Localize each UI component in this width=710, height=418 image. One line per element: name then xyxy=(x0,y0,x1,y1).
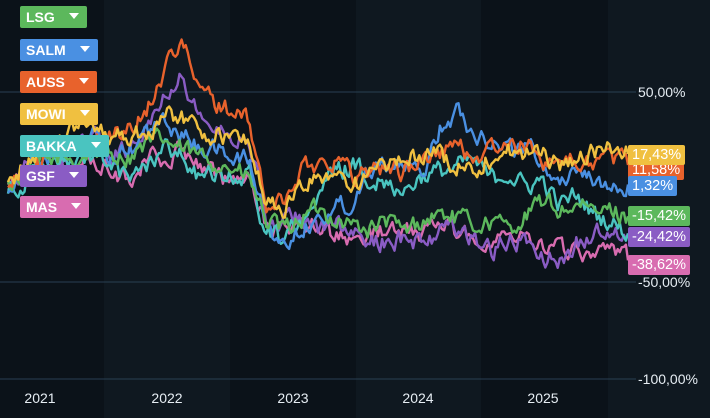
series-lines xyxy=(6,38,630,269)
x-tick-labels: 2021 2022 2023 2024 2025 xyxy=(24,390,558,406)
legend-label: LSG xyxy=(26,9,55,25)
legend-salm-button[interactable]: SALM xyxy=(20,39,98,61)
y-tick-labels: 50,00% -50,00% -100,00% xyxy=(638,84,698,387)
value-label-lsg: -15,42% xyxy=(628,206,691,226)
chevron-down-icon xyxy=(68,13,79,20)
x-tick-label: 2022 xyxy=(151,390,182,406)
value-label-text: -15,42% xyxy=(632,208,687,224)
legend-label: SALM xyxy=(26,42,66,58)
y-tick-label: -100,00% xyxy=(638,371,698,387)
year-band xyxy=(230,0,356,418)
chevron-down-icon xyxy=(90,142,101,149)
legend-auss-button[interactable]: AUSS xyxy=(20,71,97,93)
chevron-down-icon xyxy=(78,78,89,85)
gridlines xyxy=(0,91,636,380)
chevron-down-icon xyxy=(68,172,79,179)
x-tick-label: 2021 xyxy=(24,390,55,406)
value-label-mowi: 17,43% xyxy=(628,145,686,165)
legend-label: MOWI xyxy=(26,106,66,122)
legend-gsf-button[interactable]: GSF xyxy=(20,165,87,187)
y-tick-label: -50,00% xyxy=(638,274,690,290)
y-tick-label: 50,00% xyxy=(638,84,685,100)
legend-lsg-button[interactable]: LSG xyxy=(20,6,87,28)
series-line-mowi xyxy=(6,105,630,219)
x-tick-label: 2023 xyxy=(277,390,308,406)
legend-label: GSF xyxy=(26,168,55,184)
x-tick-label: 2025 xyxy=(527,390,558,406)
series-line-lsg xyxy=(6,127,630,239)
year-band xyxy=(104,0,230,418)
legend-label: BAKKA xyxy=(26,138,77,154)
legend-label: MAS xyxy=(26,199,58,215)
chevron-down-icon xyxy=(79,46,90,53)
value-label-text: -24,42% xyxy=(632,229,687,245)
legend-mowi-button[interactable]: MOWI xyxy=(20,103,98,125)
x-tick-label: 2024 xyxy=(402,390,433,406)
legend-label: AUSS xyxy=(26,74,65,90)
value-label-text: 17,43% xyxy=(632,147,682,163)
value-label-gsf: -24,42% xyxy=(628,227,691,247)
value-label-salm: 1,32% xyxy=(628,176,678,196)
legend-bakka-button[interactable]: BAKKA xyxy=(20,135,109,157)
legend-mas-button[interactable]: MAS xyxy=(20,196,90,218)
series-line-salm xyxy=(7,101,630,251)
series-line-gsf xyxy=(7,72,630,269)
series-line-bakka xyxy=(6,138,630,246)
value-label-text: -38,62% xyxy=(632,257,687,273)
value-label-text: 11,58% xyxy=(632,162,681,178)
value-label-auss: 11,58% xyxy=(628,160,685,180)
value-label-text: 1,32% xyxy=(632,178,674,194)
year-band xyxy=(356,0,481,418)
chevron-down-icon xyxy=(79,110,90,117)
value-label-mas: -38,62% xyxy=(628,255,691,275)
chevron-down-icon xyxy=(71,203,82,210)
